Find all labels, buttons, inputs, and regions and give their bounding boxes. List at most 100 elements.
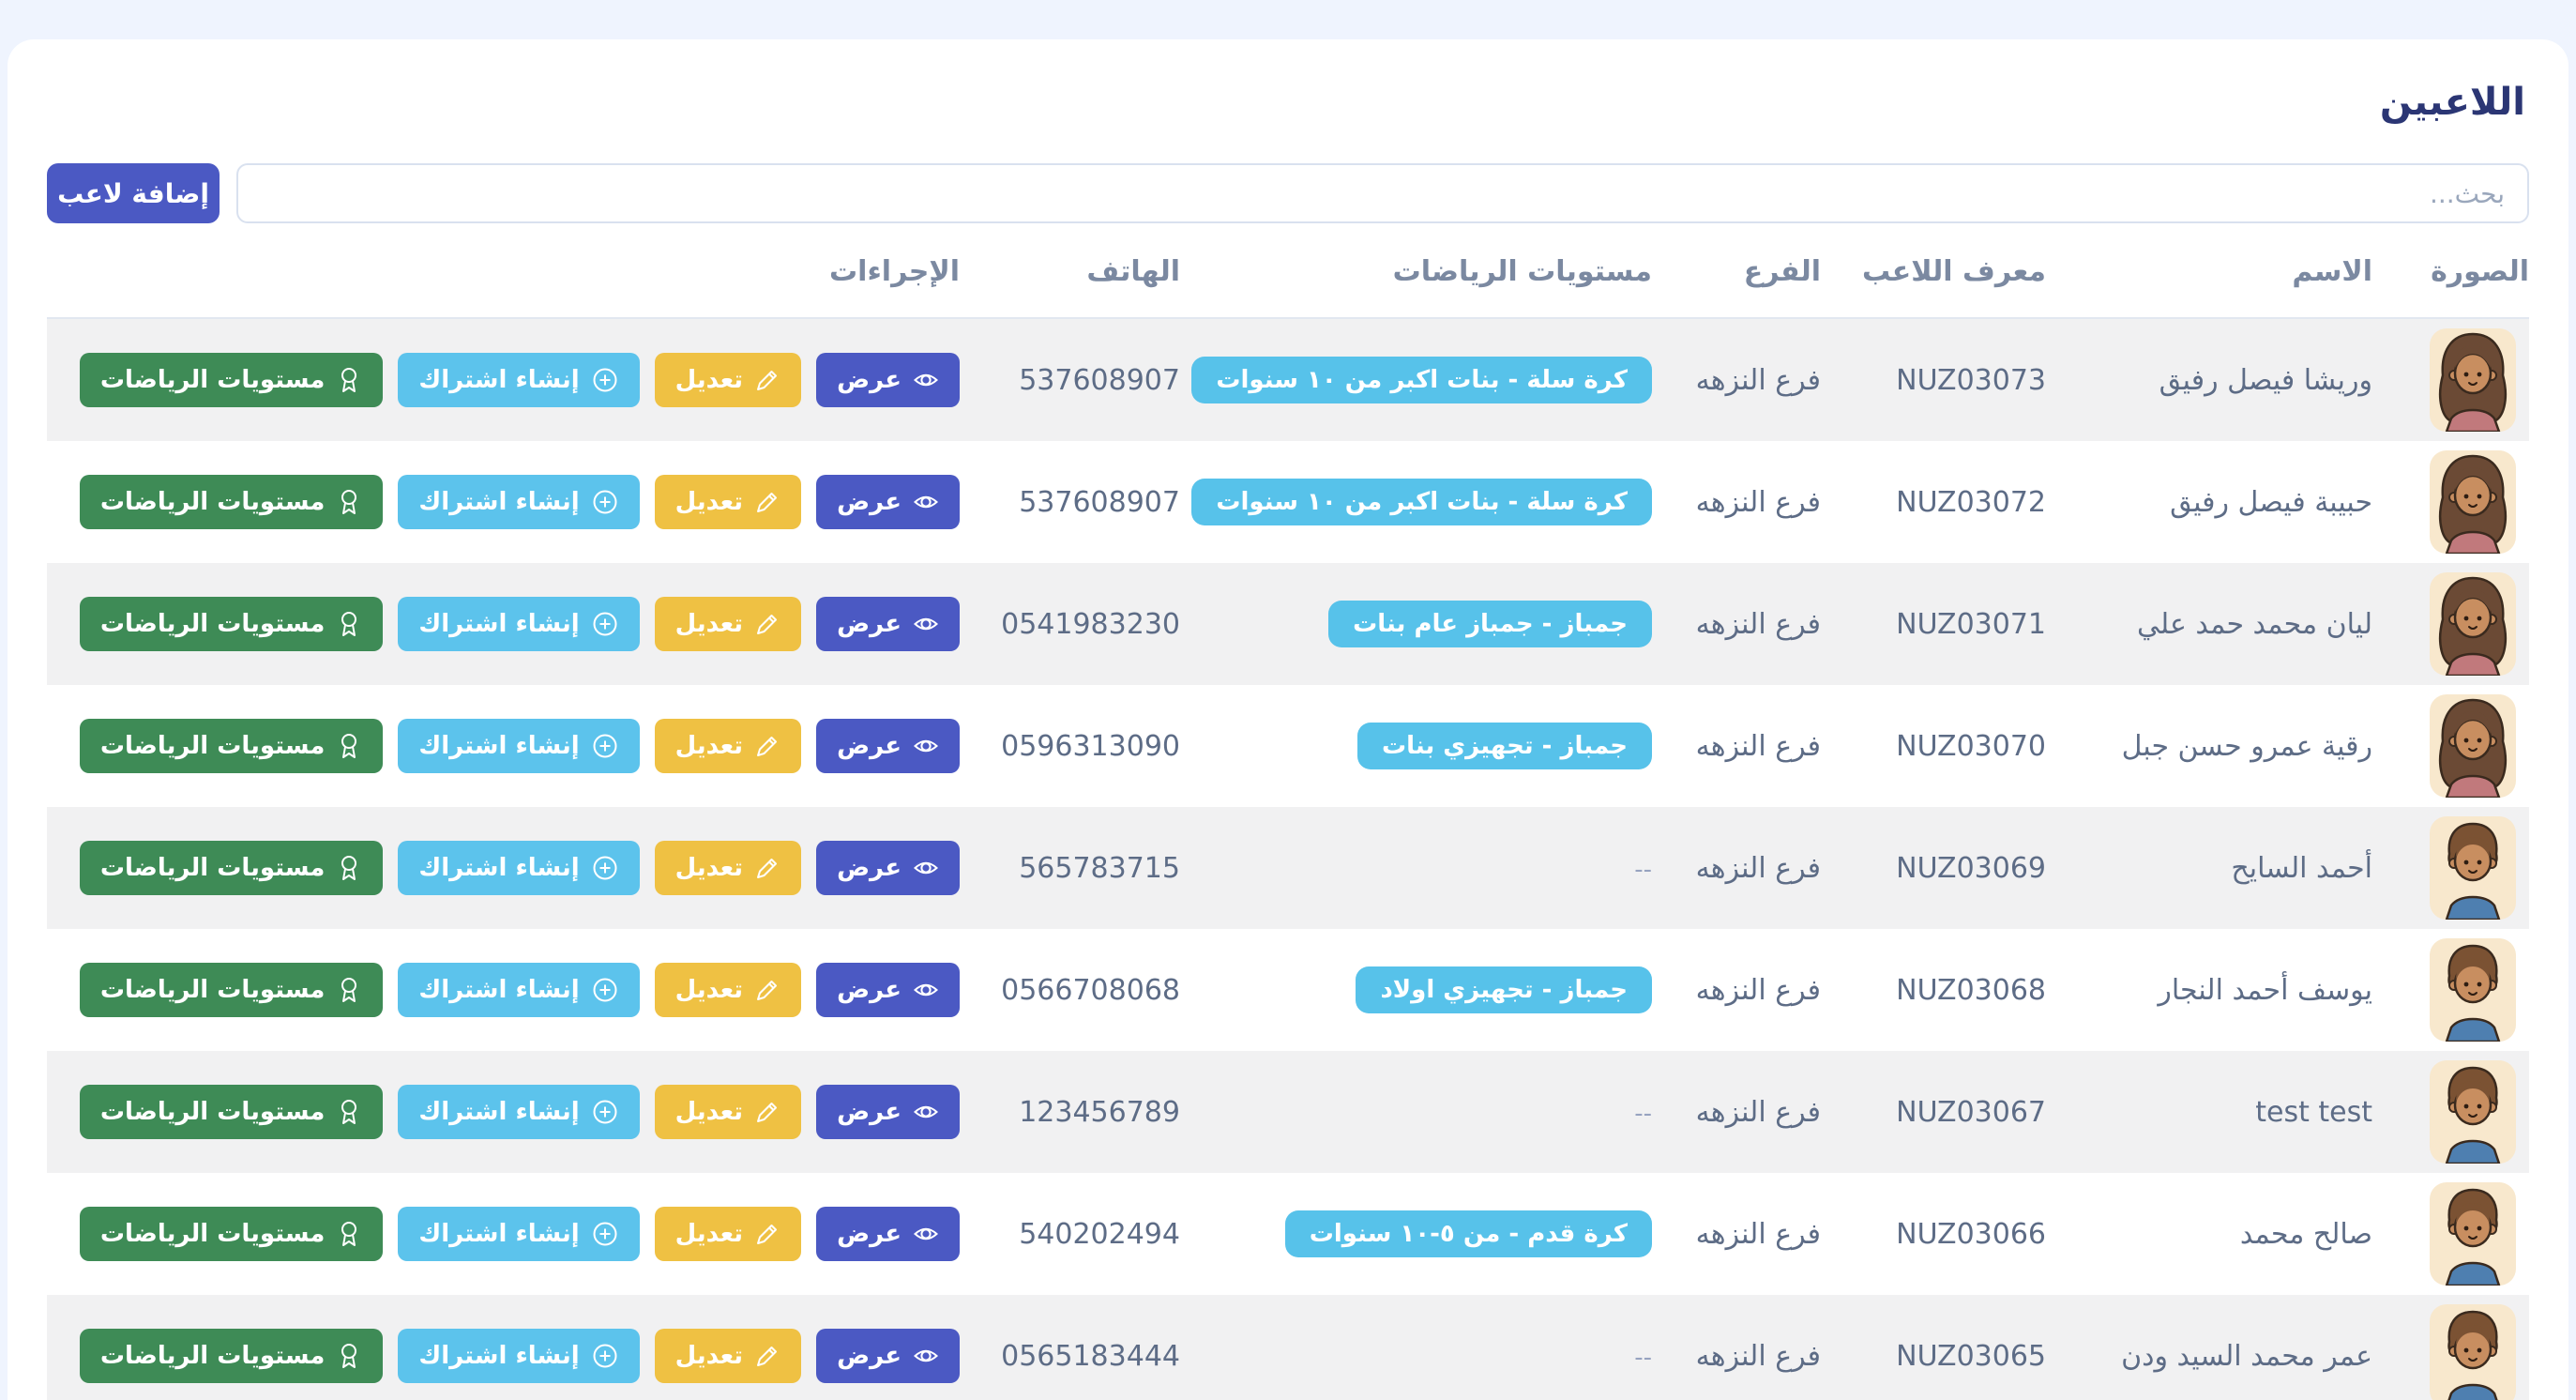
- header-branch: الفرع: [1743, 254, 1821, 288]
- medal-icon: [341, 856, 357, 880]
- sports-level-badge: كرة سلة - بنات اكبر من ١٠ سنوات: [1191, 357, 1652, 403]
- edit-button[interactable]: تعديل: [654, 841, 802, 895]
- edit-button-label: تعديل: [674, 976, 744, 1004]
- sports-levels-button-label: مستويات الرياضات: [99, 732, 326, 760]
- edit-button[interactable]: تعديل: [654, 597, 802, 651]
- create-subscription-button-label: إنشاء اشتراك: [418, 1342, 580, 1370]
- player-phone: 0565183444: [1001, 1339, 1180, 1373]
- sports-level-badge: جمباز - تجهيزي اولاد: [1356, 966, 1652, 1013]
- view-button[interactable]: عرض: [816, 1329, 960, 1383]
- sports-levels-cell: كرة سلة - بنات اكبر من ١٠ سنوات: [1180, 479, 1652, 525]
- sports-levels-button[interactable]: مستويات الرياضات: [79, 597, 384, 651]
- pencil-icon: [757, 859, 778, 878]
- boy-avatar-icon: [2445, 822, 2501, 920]
- sports-levels-button[interactable]: مستويات الرياضات: [79, 963, 384, 1017]
- edit-button[interactable]: تعديل: [654, 475, 802, 529]
- create-subscription-button[interactable]: إنشاء اشتراك: [398, 353, 640, 407]
- table-body: وريشا فيصل رفيق NUZ03073 فرع النزهه كرة …: [47, 319, 2529, 1400]
- create-subscription-button[interactable]: إنشاء اشتراك: [398, 963, 640, 1017]
- player-phone: 540202494: [1019, 1217, 1180, 1251]
- create-subscription-button-label: إنشاء اشتراك: [418, 976, 580, 1004]
- player-branch: فرع النزهه: [1695, 485, 1821, 519]
- search-input[interactable]: [236, 163, 2529, 223]
- player-branch: فرع النزهه: [1695, 1095, 1821, 1129]
- boy-avatar-icon: [2445, 1188, 2501, 1286]
- player-phone: 0566708068: [1001, 973, 1180, 1007]
- sports-levels-button[interactable]: مستويات الرياضات: [79, 1329, 384, 1383]
- sports-levels-button[interactable]: مستويات الرياضات: [79, 1207, 384, 1261]
- view-button[interactable]: عرض: [816, 963, 960, 1017]
- player-branch: فرع النزهه: [1695, 851, 1821, 885]
- sports-level-badge: جمباز - تجهيزي بنات: [1356, 723, 1652, 769]
- sports-levels-button[interactable]: مستويات الرياضات: [79, 841, 384, 895]
- pencil-icon: [757, 493, 778, 512]
- plus-circle-icon: [593, 734, 617, 758]
- view-button[interactable]: عرض: [816, 719, 960, 773]
- create-subscription-button[interactable]: إنشاء اشتراك: [398, 475, 640, 529]
- view-button[interactable]: عرض: [816, 353, 960, 407]
- empty-sports-marker: --: [1634, 855, 1652, 884]
- edit-button[interactable]: تعديل: [654, 1329, 802, 1383]
- add-player-button[interactable]: إضافة لاعب: [47, 163, 220, 223]
- player-name: يوسف أحمد النجار: [2158, 973, 2372, 1007]
- create-subscription-button[interactable]: إنشاء اشتراك: [398, 1085, 640, 1139]
- sports-levels-button-label: مستويات الرياضات: [99, 976, 326, 1004]
- create-subscription-button[interactable]: إنشاء اشتراك: [398, 597, 640, 651]
- player-avatar: [2430, 1304, 2516, 1400]
- edit-button-label: تعديل: [674, 488, 744, 516]
- player-photo-cell: [2372, 572, 2529, 676]
- edit-button[interactable]: تعديل: [654, 1207, 802, 1261]
- create-subscription-button[interactable]: إنشاء اشتراك: [398, 841, 640, 895]
- edit-button[interactable]: تعديل: [654, 1085, 802, 1139]
- player-avatar: [2430, 572, 2516, 676]
- edit-button-label: تعديل: [674, 1098, 744, 1126]
- sports-levels-button[interactable]: مستويات الرياضات: [79, 353, 384, 407]
- create-subscription-button[interactable]: إنشاء اشتراك: [398, 1207, 640, 1261]
- plus-circle-icon: [593, 612, 617, 636]
- eye-icon: [914, 1349, 938, 1362]
- sports-levels-button[interactable]: مستويات الرياضات: [79, 1085, 384, 1139]
- view-button[interactable]: عرض: [816, 475, 960, 529]
- view-button-label: عرض: [837, 732, 902, 760]
- sports-levels-button[interactable]: مستويات الرياضات: [79, 475, 384, 529]
- player-name: رقية عمرو حسن جبل: [2121, 729, 2372, 763]
- boy-avatar-icon: [2447, 1310, 2498, 1400]
- edit-button[interactable]: تعديل: [654, 719, 802, 773]
- view-button[interactable]: عرض: [816, 841, 960, 895]
- player-phone: 537608907: [1019, 363, 1180, 397]
- medal-icon: [341, 490, 357, 514]
- sports-levels-button-label: مستويات الرياضات: [99, 488, 326, 516]
- player-photo-cell: [2372, 694, 2529, 798]
- sports-levels-button-label: مستويات الرياضات: [99, 1098, 326, 1126]
- edit-button[interactable]: تعديل: [654, 353, 802, 407]
- plus-circle-icon: [593, 856, 617, 880]
- plus-circle-icon: [593, 368, 617, 392]
- sports-levels-button[interactable]: مستويات الرياضات: [79, 719, 384, 773]
- players-card: اللاعبين إضافة لاعب الصورة الاسم معرف ال…: [8, 39, 2568, 1400]
- player-branch: فرع النزهه: [1695, 1339, 1821, 1373]
- player-branch: فرع النزهه: [1695, 363, 1821, 397]
- header-sports-levels: مستويات الرياضات: [1392, 254, 1652, 288]
- view-button-label: عرض: [837, 854, 902, 882]
- header-phone: الهاتف: [1086, 254, 1180, 288]
- sports-level-badge: كرة قدم - من ٥-١٠ سنوات: [1284, 1210, 1652, 1257]
- sports-level-badge: كرة سلة - بنات اكبر من ١٠ سنوات: [1191, 479, 1652, 525]
- create-subscription-button[interactable]: إنشاء اشتراك: [398, 1329, 640, 1383]
- player-id: NUZ03073: [1896, 363, 2046, 397]
- view-button[interactable]: عرض: [816, 1085, 960, 1139]
- create-subscription-button[interactable]: إنشاء اشتراك: [398, 719, 640, 773]
- table-row: ليان محمد حمد علي NUZ03071 فرع النزهه جم…: [47, 563, 2529, 685]
- edit-button[interactable]: تعديل: [654, 963, 802, 1017]
- pencil-icon: [757, 371, 778, 390]
- player-name: وريشا فيصل رفيق: [2159, 363, 2372, 397]
- table-row: صالح محمد NUZ03066 فرع النزهه كرة قدم - …: [47, 1173, 2529, 1295]
- toolbar: إضافة لاعب: [47, 163, 2529, 223]
- player-photo-cell: [2372, 1060, 2529, 1164]
- plus-circle-icon: [593, 490, 617, 514]
- medal-icon: [341, 978, 357, 1002]
- row-actions: عرض تعديل إنشاء اشتراك: [47, 963, 960, 1017]
- sports-levels-cell: كرة قدم - من ٥-١٠ سنوات: [1180, 1210, 1652, 1257]
- girl-avatar-icon: [2438, 698, 2508, 798]
- view-button[interactable]: عرض: [816, 597, 960, 651]
- view-button[interactable]: عرض: [816, 1207, 960, 1261]
